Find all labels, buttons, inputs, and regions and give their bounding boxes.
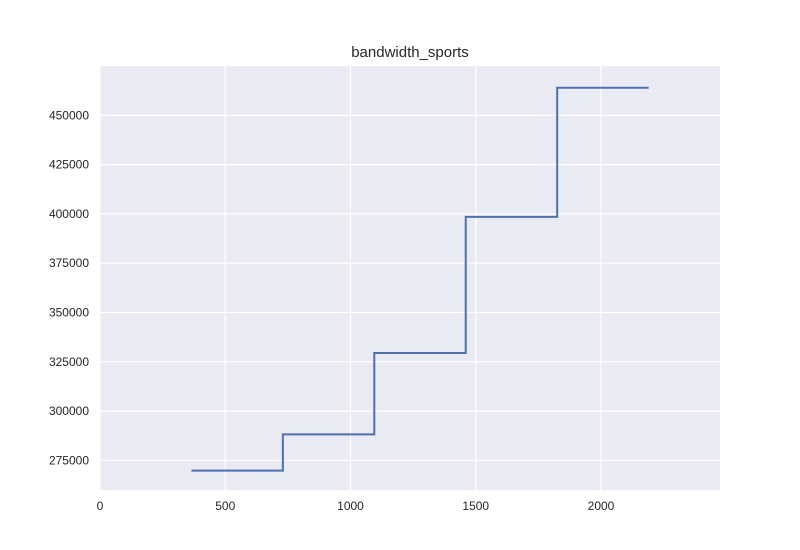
- x-grid: [99, 66, 602, 490]
- y-tick-label: 375000: [49, 256, 89, 270]
- y-grid: [100, 114, 720, 462]
- plot-area: [100, 66, 720, 490]
- y-axis: 275000 300000 325000 350000 375000 400000 4250…: [49, 108, 89, 467]
- x-tick-label: 1500: [462, 499, 489, 513]
- y-tick-label: 450000: [49, 108, 89, 122]
- y-tick-label: 275000: [49, 453, 89, 467]
- series-group: [191, 86, 649, 472]
- y-tick-label: 350000: [49, 306, 89, 320]
- x-tick-label: 1000: [337, 499, 364, 513]
- x-tick-label: 500: [215, 499, 235, 513]
- series-line: [191, 86, 649, 472]
- x-tick-label: 0: [97, 499, 104, 513]
- y-tick-label: 425000: [49, 158, 89, 172]
- x-axis: 0 500 1000 1500 2000: [97, 499, 615, 513]
- y-tick-label: 300000: [49, 404, 89, 418]
- y-tick-label: 325000: [49, 355, 89, 369]
- chart-title: bandwidth_sports: [351, 44, 469, 61]
- y-tick-label: 400000: [49, 207, 89, 221]
- x-tick-label: 2000: [588, 499, 615, 513]
